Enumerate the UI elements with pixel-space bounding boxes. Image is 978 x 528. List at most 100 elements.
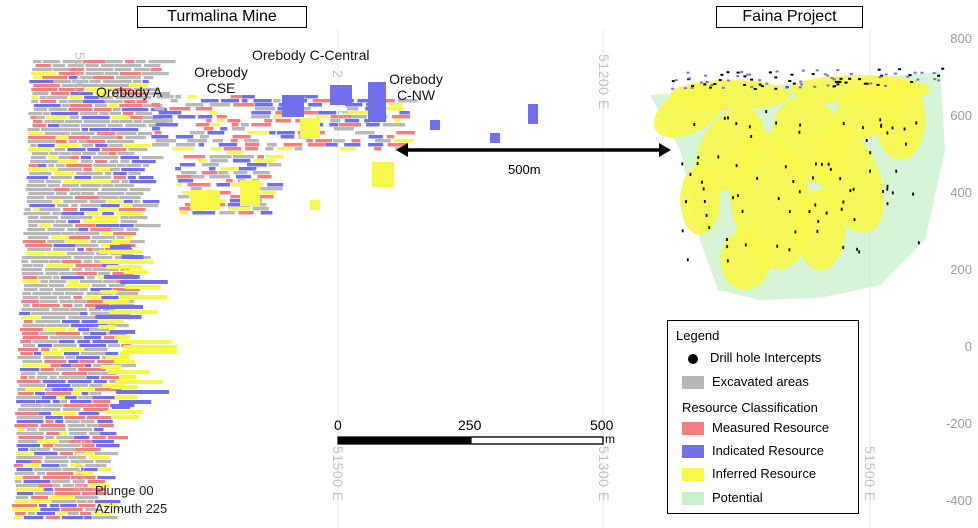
indicated-block [119, 224, 134, 228]
measured-block [75, 264, 102, 268]
inferred-block [85, 180, 111, 184]
excavated-block [252, 207, 269, 211]
excavated-block [69, 116, 80, 120]
measured-block [16, 380, 41, 384]
measured-block [58, 72, 84, 76]
measured-block [55, 332, 80, 336]
excavated-block [21, 308, 50, 312]
resource-block [103, 275, 140, 279]
measured-block [108, 436, 128, 440]
excavated-block [72, 480, 85, 484]
measured-block [183, 155, 206, 159]
excavated-block [84, 348, 108, 352]
inferred-block [86, 212, 100, 216]
excavated-block [67, 64, 84, 68]
resource-block [120, 280, 168, 284]
indicated-block [16, 420, 44, 424]
drill-intercept [906, 75, 910, 78]
excavated-block [73, 84, 100, 88]
excavated-block [111, 120, 120, 124]
indicated-block [43, 488, 53, 492]
indicated-block [238, 167, 257, 171]
drill-intercept [834, 80, 838, 83]
excavated-block [94, 104, 107, 108]
drill-intercept [865, 139, 868, 142]
indicated-block [70, 324, 95, 328]
measured-block [86, 248, 93, 252]
excavated-block [48, 108, 68, 112]
indicated-block [52, 400, 60, 404]
excavated-block [116, 76, 142, 80]
inferred-block [26, 252, 45, 256]
measured-block [28, 136, 56, 140]
drill-intercept [726, 238, 728, 241]
excavated-block [155, 139, 177, 143]
measured-block [114, 88, 132, 92]
excavated-block [26, 200, 53, 204]
drill-intercept [853, 218, 856, 222]
excavated-block [333, 139, 345, 143]
drill-intercept [813, 85, 817, 88]
excavated-block [135, 112, 153, 116]
excavated-block [80, 204, 101, 208]
resource-block [119, 400, 152, 404]
excavated-block [99, 84, 110, 88]
drill-intercept [849, 73, 853, 75]
indicated-block [216, 183, 230, 187]
inferred-block [261, 191, 276, 195]
excavated-block [189, 131, 205, 135]
depth-label: 200 [950, 262, 972, 277]
drill-intercept [726, 245, 729, 249]
excavated-block [115, 96, 135, 100]
drill-intercept [671, 80, 675, 83]
resource-block [114, 335, 131, 339]
measured-block [59, 452, 73, 456]
inferred-block [46, 264, 74, 268]
excavated-block [53, 68, 69, 72]
indicated-block [308, 103, 322, 107]
drill-intercept [894, 72, 898, 75]
legend-measured: Measured Resource [682, 419, 829, 437]
measured-block [63, 404, 87, 408]
inferred-block [22, 364, 49, 368]
excavated-block [53, 344, 77, 348]
indicated-block [192, 211, 216, 215]
excavated-block [58, 296, 71, 300]
excavated-block [199, 135, 209, 139]
drill-intercept [686, 71, 690, 74]
excavated-block [134, 224, 161, 228]
excavated-block [38, 428, 66, 432]
excavated-block [21, 272, 44, 276]
indicated-block [61, 212, 85, 216]
faina-orebodies [650, 67, 945, 300]
excavated-block [156, 95, 174, 99]
indicated-block [101, 296, 123, 300]
measured-block [78, 504, 96, 508]
measured-block [70, 156, 79, 160]
drill-intercept [884, 73, 888, 76]
indicated-block [68, 220, 81, 224]
excavated-block [126, 228, 139, 232]
indicated-block [94, 500, 121, 504]
measured-block [123, 100, 135, 104]
excavated-block [26, 184, 47, 188]
measured-block [28, 164, 37, 168]
resource-block [108, 370, 150, 374]
measured-block [62, 304, 73, 308]
orebody-c-nw-line2: C-NW [396, 87, 436, 103]
inferred-block [124, 144, 151, 148]
drill-intercept [799, 80, 803, 83]
resource-block [97, 320, 115, 324]
excavated-block [115, 292, 138, 296]
depth-label: 800 [950, 31, 972, 46]
indicated-block [52, 388, 62, 392]
measured-block [32, 124, 47, 128]
excavated-block [119, 196, 141, 200]
excavated-swatch [682, 376, 704, 390]
measured-block [42, 76, 68, 80]
measured-block [46, 432, 60, 436]
drill-intercept [910, 81, 914, 83]
indicated-block [19, 368, 40, 372]
excavated-block [31, 100, 38, 104]
drill-intercept [915, 121, 918, 125]
